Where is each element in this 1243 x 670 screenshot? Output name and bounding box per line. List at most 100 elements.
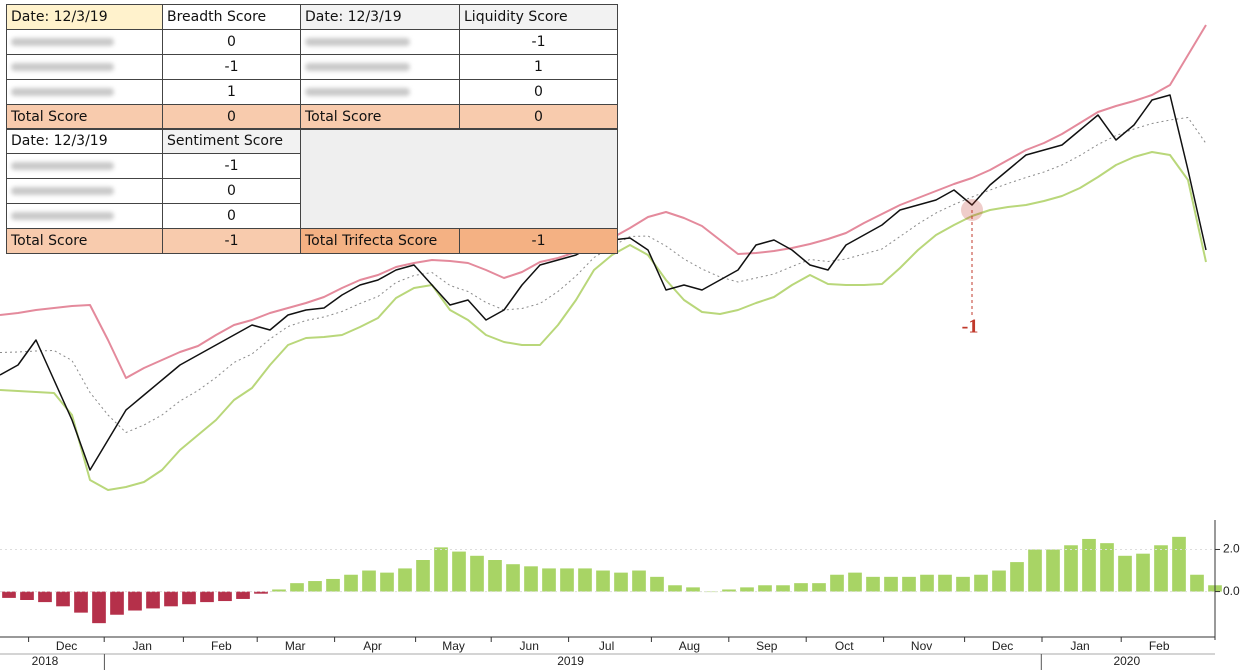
redacted-label (305, 87, 410, 96)
table-cell (6, 28, 163, 55)
table-cell: Total Score (6, 103, 163, 130)
osc-bar (38, 591, 52, 603)
osc-bar (146, 591, 160, 609)
osc-bar (434, 547, 448, 592)
osc-bar (920, 574, 934, 592)
osc-bar (20, 591, 34, 600)
table-cell: 0 (459, 78, 618, 105)
osc-bar (398, 568, 412, 592)
osc-bar (74, 591, 88, 613)
year-label: 2019 (557, 654, 584, 668)
redacted-label (11, 212, 114, 221)
table-cell (6, 153, 163, 180)
price-line (0, 151, 1207, 491)
osc-bar (1082, 538, 1096, 592)
redacted-label (11, 37, 114, 46)
x-tick-label: Feb (211, 639, 232, 653)
cell-text: Date: 12/3/19 (305, 8, 402, 25)
table-cell: Breadth Score (162, 4, 301, 30)
osc-bar (326, 578, 340, 592)
table-cell: -1 (162, 153, 301, 180)
osc-bar (1118, 555, 1132, 592)
osc-bar (452, 551, 466, 592)
redacted-label (305, 62, 410, 71)
osc-bar (722, 589, 736, 592)
osc-bar (164, 591, 178, 607)
cell-text: 1 (534, 58, 543, 75)
x-tick-label: Dec (56, 639, 77, 653)
redacted-label (305, 37, 410, 46)
osc-bar (686, 587, 700, 592)
cell-text: Date: 12/3/19 (11, 8, 108, 25)
osc-bar (218, 591, 232, 602)
osc-bar (200, 591, 214, 603)
cell-text: 1 (227, 83, 236, 100)
osc-bar (308, 581, 322, 592)
osc-bar (992, 570, 1006, 592)
y-tick-label: 2.0 (1223, 542, 1240, 556)
osc-bar (1064, 545, 1078, 592)
osc-bar (236, 591, 250, 599)
table-cell (6, 53, 163, 80)
score-table: Date: 12/3/19 Breadth Score Date: 12/3/19 L… (6, 4, 618, 254)
table-cell: 0 (162, 178, 301, 205)
cell-text: Total Trifecta Score (305, 233, 438, 250)
osc-bar (938, 574, 952, 592)
osc-bar (488, 560, 502, 592)
cell-text: Total Score (11, 108, 88, 125)
osc-bar (632, 570, 646, 592)
annotation-label: -1 (962, 316, 979, 338)
osc-bar (128, 591, 142, 611)
table-cell: -1 (459, 28, 618, 55)
y-tick-label: 0.0 (1223, 584, 1240, 598)
table-cell: -1 (162, 228, 301, 254)
osc-bar (884, 576, 898, 592)
table-cell (300, 78, 460, 105)
cell-text: 0 (227, 208, 236, 225)
x-tick-label: Apr (363, 639, 382, 653)
osc-bar (92, 591, 106, 624)
osc-bar (524, 566, 538, 592)
table-cell: 1 (459, 53, 618, 80)
cell-text: -1 (531, 233, 546, 250)
osc-bar (254, 591, 268, 594)
osc-bar (578, 568, 592, 592)
osc-bar (1010, 562, 1024, 592)
year-label: 2020 (1113, 654, 1140, 668)
cell-text: -1 (224, 233, 239, 250)
osc-bar (902, 576, 916, 592)
table-cell: 0 (162, 28, 301, 55)
osc-bar (542, 568, 556, 592)
x-tick-label: Dec (992, 639, 1013, 653)
x-tick-label: Jul (599, 639, 614, 653)
table-cell: -1 (459, 228, 618, 254)
x-tick-label: Jun (520, 639, 539, 653)
cell-text: Breadth Score (167, 8, 267, 25)
osc-bar (1046, 549, 1060, 592)
osc-bar (650, 576, 664, 592)
osc-bar (758, 585, 772, 592)
table-cell: -1 (162, 53, 301, 80)
osc-bar (848, 572, 862, 592)
osc-bar (182, 591, 196, 605)
osc-bar (416, 560, 430, 592)
table-cell (6, 178, 163, 205)
osc-bar (344, 574, 358, 592)
osc-bar (290, 583, 304, 592)
x-tick-label: Mar (285, 639, 306, 653)
cell-text: 0 (227, 33, 236, 50)
table-cell (6, 78, 163, 105)
table-cell: Date: 12/3/19 (300, 4, 460, 30)
table-cell: Total Score (300, 103, 460, 130)
cell-text: 0 (227, 108, 236, 125)
osc-bar (596, 570, 610, 592)
table-cell: 0 (162, 203, 301, 230)
cell-text: Total Score (11, 233, 88, 250)
osc-bar (1154, 545, 1168, 592)
x-tick-label: Aug (679, 639, 700, 653)
osc-bar (776, 585, 790, 592)
cell-text: -1 (224, 158, 239, 175)
osc-bar (1172, 536, 1186, 592)
